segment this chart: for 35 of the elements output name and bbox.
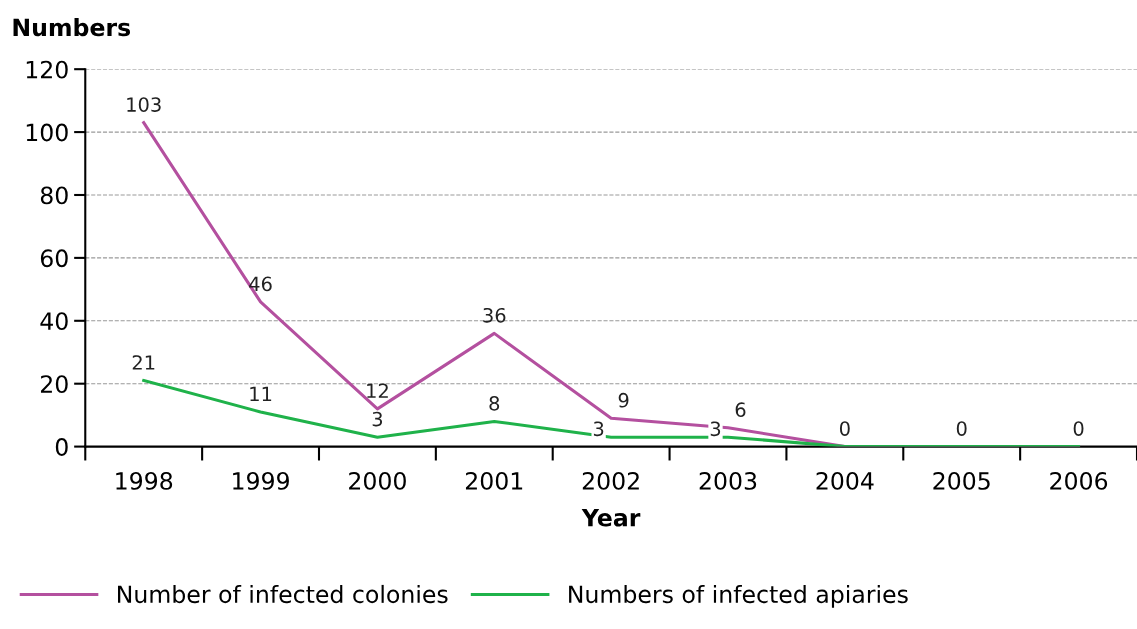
x-tick-label: 2001 xyxy=(465,472,523,490)
data-label: 8 xyxy=(489,396,500,411)
x-tick-label: 2005 xyxy=(933,472,990,490)
data-label: 3 xyxy=(593,421,604,437)
x-tick-label: 2000 xyxy=(349,472,406,490)
x-tick-label: 1999 xyxy=(233,472,289,490)
data-label: 3 xyxy=(372,411,383,427)
data-label: 12 xyxy=(367,383,388,398)
x-tick-label: 2003 xyxy=(699,472,757,490)
data-label: 0 xyxy=(956,421,967,436)
data-label: 103 xyxy=(127,97,161,112)
y-tick-label: 80 xyxy=(40,186,68,205)
y-tick-label: 120 xyxy=(26,60,68,79)
legend-label: Number of infected colonies xyxy=(118,584,448,604)
data-label: 3 xyxy=(710,421,721,437)
data-label: 0 xyxy=(839,421,850,436)
x-axis-title: Year xyxy=(581,509,641,527)
data-label: 0 xyxy=(1073,421,1084,436)
data-label: 11 xyxy=(250,386,272,402)
y-tick-label: 0 xyxy=(55,438,68,456)
y-tick-label: 20 xyxy=(40,375,68,393)
data-label: 9 xyxy=(618,392,629,408)
x-tick-label: 2004 xyxy=(816,472,874,490)
data-label: 6 xyxy=(735,402,746,418)
y-tick-label: 60 xyxy=(40,249,68,268)
y-tick-label: 40 xyxy=(40,312,68,331)
x-tick-label: 2002 xyxy=(582,472,639,490)
x-tick-label: 2006 xyxy=(1050,472,1108,490)
legend-label: Numbers of infected apiaries xyxy=(569,584,908,608)
y-tick-label: 100 xyxy=(26,123,68,142)
data-label: 46 xyxy=(249,276,272,292)
y-axis-title: Numbers xyxy=(13,18,131,37)
x-tick-label: 1998 xyxy=(116,472,173,490)
data-label: 36 xyxy=(483,307,506,323)
data-label: 21 xyxy=(132,355,155,370)
